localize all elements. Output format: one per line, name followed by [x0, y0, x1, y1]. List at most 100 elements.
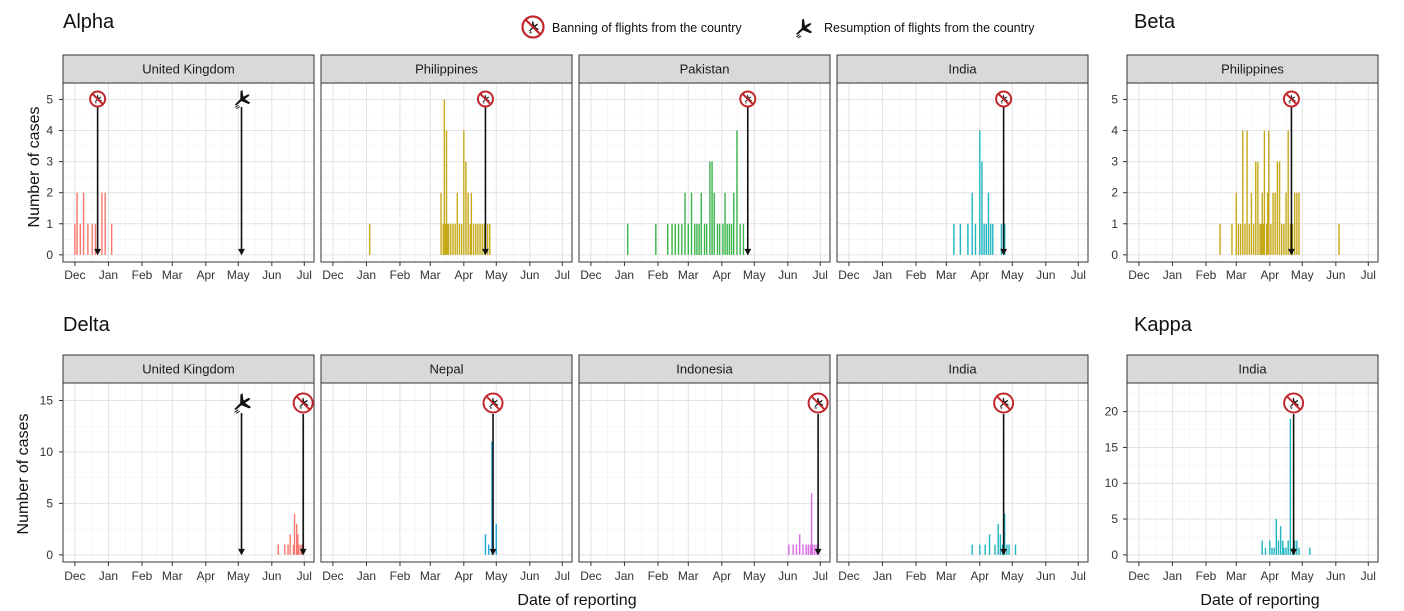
bar	[91, 223, 93, 255]
y-tick-label: 0	[46, 548, 53, 562]
panel-nepal: Nepal Dec Jan Feb Mar Apr May Jun Jul	[320, 354, 573, 583]
bar	[698, 223, 700, 255]
x-tick-label: Jul	[813, 569, 828, 583]
ban-icon-slash	[485, 395, 501, 411]
bar	[486, 223, 489, 255]
bar	[1298, 192, 1300, 255]
ban-icon-slash	[295, 395, 311, 411]
x-tick-label: Jul	[555, 268, 570, 282]
facet-strip	[578, 354, 831, 384]
x-tick-label: Dec	[580, 569, 601, 583]
panel-border	[320, 82, 573, 263]
ban-arrow-head	[299, 548, 307, 556]
facet-label: Nepal	[430, 362, 464, 377]
bar	[722, 223, 724, 255]
y-tick-label: 0	[46, 248, 53, 262]
panel-border	[1126, 82, 1379, 263]
x-tick-label: May	[1291, 268, 1314, 282]
y-tick-label: 20	[1105, 405, 1119, 419]
x-tick-label: May	[1291, 569, 1314, 583]
x-tick-label: Jun	[1326, 268, 1345, 282]
facet-label: Philippines	[1221, 62, 1284, 77]
bar	[442, 223, 444, 255]
bar	[981, 161, 983, 255]
legend-resume-entry: Resumption of flights from the country	[789, 16, 1035, 41]
bar	[101, 192, 103, 255]
bar	[458, 223, 461, 255]
bar	[974, 223, 977, 255]
x-tick-label: Jul	[1361, 268, 1376, 282]
panel-background	[837, 83, 1088, 262]
bar	[711, 161, 713, 255]
x-tick-label: Dec	[322, 569, 343, 583]
bar	[681, 223, 683, 255]
bar	[1219, 223, 1221, 255]
ban-icon-slash	[1285, 93, 1298, 105]
ban-arrow-head	[489, 548, 497, 556]
bar	[677, 223, 680, 255]
x-tick-label: Dec	[322, 268, 343, 282]
bar	[713, 192, 715, 255]
x-tick-label: Apr	[454, 569, 473, 583]
y-tick-label: 0	[1111, 248, 1118, 262]
bar	[1003, 513, 1006, 555]
x-tick-label: Mar	[936, 569, 957, 583]
bar	[703, 223, 706, 255]
plane-ban-icon	[292, 392, 314, 414]
bar	[289, 534, 291, 555]
panel-india: India Dec Jan Feb Mar Apr May Jun Jul	[1126, 354, 1379, 583]
x-tick-label: May	[1001, 569, 1024, 583]
x-tick-label: Jun	[520, 268, 539, 282]
bar	[460, 223, 463, 255]
x-tick-label: Mar	[162, 268, 183, 282]
y-tick-label: 10	[1105, 476, 1119, 490]
bar	[487, 544, 490, 555]
facet-strip	[578, 54, 831, 84]
bar	[726, 223, 728, 255]
bar	[810, 493, 813, 555]
bar	[292, 544, 295, 555]
x-tick-label: Jul	[1071, 268, 1086, 282]
x-axis-title: Date of reporting	[1200, 592, 1319, 609]
bar	[1261, 540, 1263, 555]
bar	[1296, 192, 1298, 255]
variant-title: Kappa	[1134, 314, 1193, 336]
panel-background	[579, 383, 830, 562]
x-tick-label: Feb	[1196, 268, 1217, 282]
x-tick-label: Mar	[678, 268, 699, 282]
x-tick-label: Jan	[99, 569, 118, 583]
x-tick-label: Mar	[420, 569, 441, 583]
x-tick-label: Dec	[64, 569, 85, 583]
bar	[802, 544, 804, 555]
variant-title: Beta	[1134, 11, 1176, 33]
x-tick-label: Jun	[778, 569, 797, 583]
bar	[1309, 547, 1311, 555]
bar	[1266, 192, 1269, 255]
x-tick-label: Feb	[132, 569, 153, 583]
x-tick-label: Jun	[262, 569, 281, 583]
bar	[814, 544, 816, 555]
bar	[730, 223, 733, 255]
ban-arrow-head	[1000, 548, 1008, 556]
panel-indonesia: Indonesia Dec Jan Feb Mar Apr May Jun Jul	[578, 354, 831, 583]
panel-background	[63, 83, 314, 262]
bar	[992, 223, 994, 255]
x-tick-label: Jul	[1071, 569, 1086, 583]
bar	[667, 223, 669, 255]
bar	[1273, 547, 1275, 555]
bar	[477, 223, 479, 255]
legend-ban-entry: Banning of flights from the country	[521, 15, 742, 39]
x-tick-label: Jan	[99, 268, 118, 282]
bar	[1264, 547, 1267, 555]
ban-icon-slash	[91, 93, 104, 105]
bar	[988, 534, 991, 555]
panel-pakistan: Pakistan Dec Jan Feb Mar Apr May Jun Jul	[578, 54, 831, 282]
plane-ban-icon	[476, 90, 494, 108]
panel-border	[320, 382, 573, 563]
plane-ban-icon	[807, 392, 829, 414]
bar	[984, 544, 986, 555]
bar	[447, 223, 450, 255]
bar	[1338, 223, 1340, 255]
bar	[1244, 223, 1246, 255]
bar	[1291, 223, 1294, 255]
